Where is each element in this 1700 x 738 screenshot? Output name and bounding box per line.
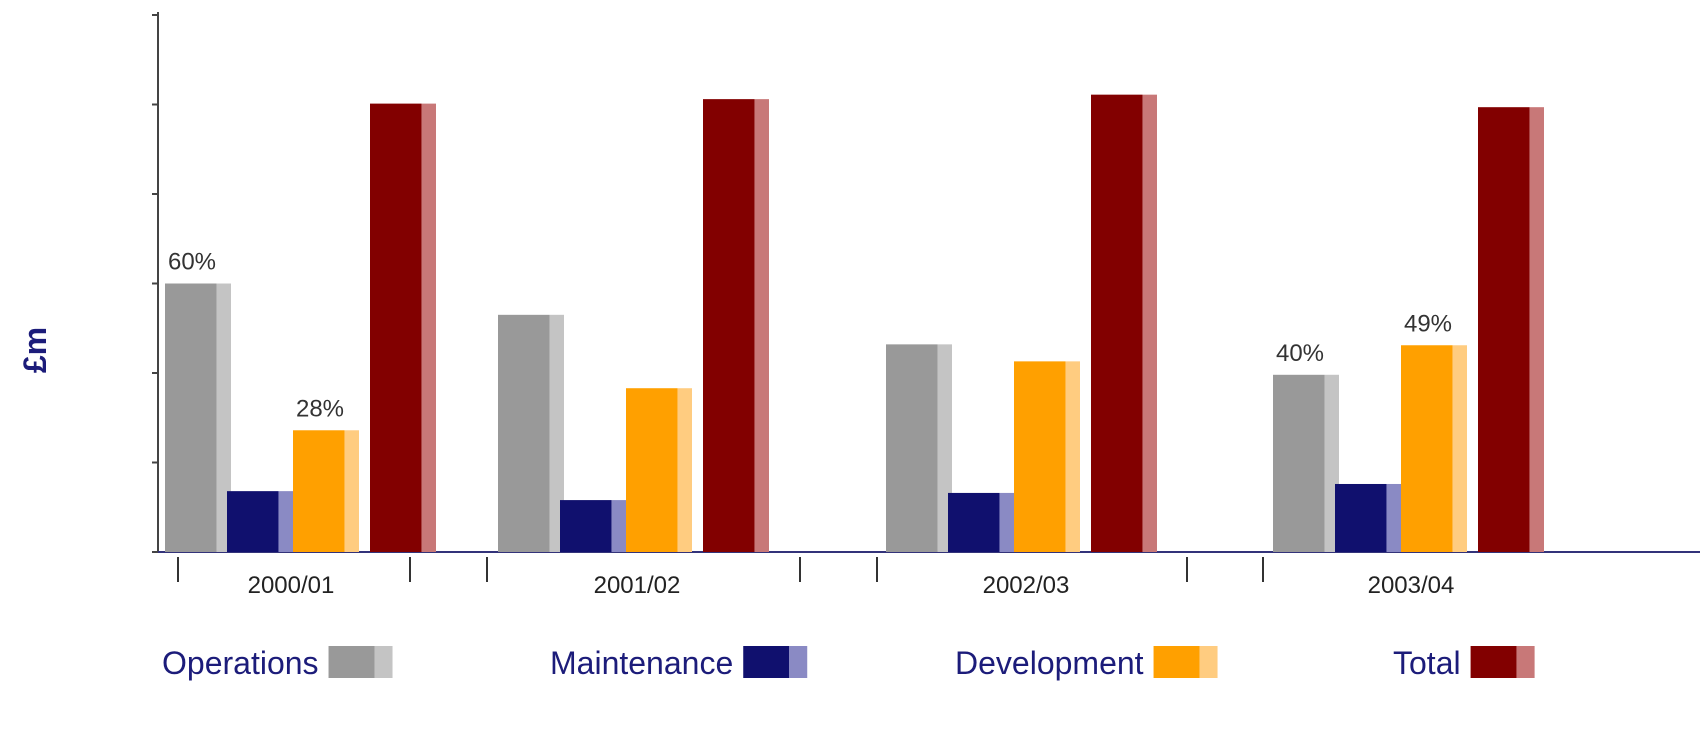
bar-shade — [278, 491, 293, 552]
legend-swatch-shade — [1516, 646, 1535, 678]
bar-operations — [165, 283, 217, 552]
legend-swatch-shade — [1199, 646, 1218, 678]
bar-shade — [677, 388, 692, 552]
legend-swatch — [328, 646, 375, 678]
bar-maintenance — [1335, 483, 1387, 552]
bar-shade — [1142, 94, 1157, 552]
bar-total — [703, 99, 755, 552]
legend-swatch-shade — [374, 646, 393, 678]
bar-shade — [421, 103, 436, 552]
bar-shade — [999, 492, 1014, 552]
bar-operations — [1273, 374, 1325, 552]
bar-shade — [216, 283, 231, 552]
bar-operations — [498, 314, 550, 552]
x-tick-label: 2001/02 — [594, 572, 681, 599]
bar-operations — [886, 344, 938, 552]
legend-label: Maintenance — [550, 645, 733, 681]
bar-shade — [1529, 107, 1544, 552]
legend-label: Total — [1393, 645, 1461, 681]
bar-shade — [1065, 361, 1080, 552]
bar-shade — [754, 99, 769, 552]
bar-maintenance — [227, 491, 279, 552]
legend-swatch — [743, 646, 790, 678]
bar-shade — [1452, 345, 1467, 552]
data-label: 28% — [296, 395, 344, 422]
x-tick-label: 2000/01 — [248, 572, 335, 599]
x-tick-label: 2002/03 — [983, 572, 1070, 599]
legend-swatch — [1470, 646, 1517, 678]
bar-development — [293, 430, 345, 552]
bar-shade — [1386, 483, 1401, 552]
bar-development — [626, 388, 678, 552]
legend-label: Development — [955, 645, 1144, 681]
bar-shade — [611, 500, 626, 552]
bar-shade — [549, 314, 564, 552]
bar-total — [1091, 94, 1143, 552]
data-label: 60% — [168, 249, 216, 276]
bar-total — [370, 103, 422, 552]
bar-development — [1401, 345, 1453, 552]
bar-shade — [344, 430, 359, 552]
legend-label: Operations — [162, 645, 319, 681]
bar-maintenance — [948, 492, 1000, 552]
data-label: 40% — [1276, 340, 1324, 367]
legend-swatch-shade — [789, 646, 808, 678]
bar-development — [1014, 361, 1066, 552]
x-tick-label: 2003/04 — [1368, 572, 1455, 599]
bar-total — [1478, 107, 1530, 552]
data-label: 49% — [1404, 310, 1452, 337]
legend-swatch — [1153, 646, 1200, 678]
bar-maintenance — [560, 500, 612, 552]
